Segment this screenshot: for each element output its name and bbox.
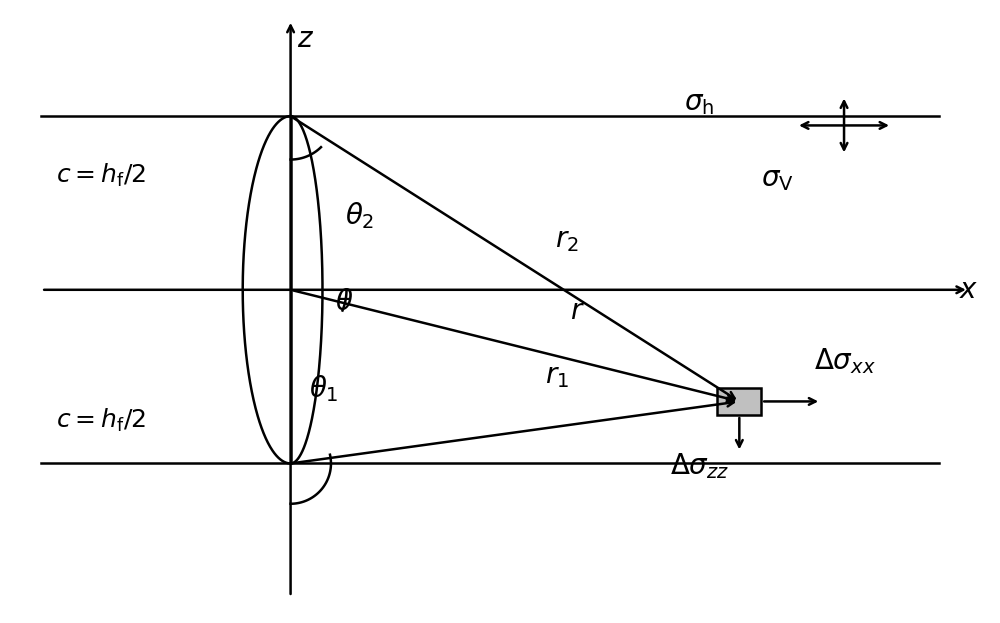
Text: $c=h_\mathrm{f}/2$: $c=h_\mathrm{f}/2$ xyxy=(56,406,146,434)
Text: $\theta_2$: $\theta_2$ xyxy=(345,200,375,231)
Text: $x$: $x$ xyxy=(959,277,978,304)
Text: $\Delta\sigma_{xx}$: $\Delta\sigma_{xx}$ xyxy=(814,346,876,376)
Text: $\sigma_\mathrm{h}$: $\sigma_\mathrm{h}$ xyxy=(684,90,714,117)
Text: $r$: $r$ xyxy=(570,298,585,325)
Text: $z$: $z$ xyxy=(297,26,314,53)
Text: $r_1$: $r_1$ xyxy=(545,363,569,390)
Text: $\Delta\sigma_{zz}$: $\Delta\sigma_{zz}$ xyxy=(670,451,729,481)
Text: $\sigma_\mathrm{V}$: $\sigma_\mathrm{V}$ xyxy=(761,166,794,193)
Bar xyxy=(717,388,761,415)
Text: $r_2$: $r_2$ xyxy=(555,227,579,254)
Text: $\theta$: $\theta$ xyxy=(335,288,354,316)
Text: $c=h_\mathrm{f}/2$: $c=h_\mathrm{f}/2$ xyxy=(56,161,146,189)
Text: $\theta_1$: $\theta_1$ xyxy=(309,374,338,404)
